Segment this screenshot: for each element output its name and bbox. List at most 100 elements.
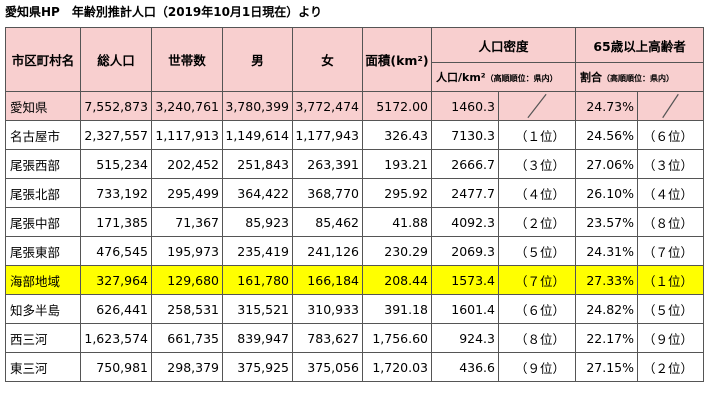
cell-male: 839,947 xyxy=(222,323,293,353)
cell-density: 7130.3 xyxy=(431,120,499,150)
cell-density: 1601.4 xyxy=(431,294,499,324)
cell-male: 375,925 xyxy=(222,352,293,382)
cell-elderly-ratio: 27.15% xyxy=(575,352,639,382)
cell-total-population: 750,981 xyxy=(80,352,152,382)
cell-elderly-ratio: 24.31% xyxy=(575,236,639,266)
cell-total-population: 733,192 xyxy=(80,178,152,208)
cell-female: 1,177,943 xyxy=(292,120,363,150)
cell-density: 2666.7 xyxy=(431,149,499,179)
table-row: 尾張中部 171,385 71,367 85,923 85,462 41.88 4092.3… xyxy=(5,207,705,237)
cell-name: 尾張中部 xyxy=(5,207,81,237)
cell-households: 1,117,913 xyxy=(151,120,223,150)
not-applicable-slash xyxy=(637,91,705,121)
table-row: 尾張西部 515,234 202,452 251,843 263,391 193.21 26… xyxy=(5,149,705,179)
cell-name: 尾張西部 xyxy=(5,149,81,179)
table-row: 名古屋市 2,327,557 1,117,913 1,149,614 1,177,943… xyxy=(5,120,705,150)
table-row: 愛知県 7,552,873 3,240,761 3,780,399 3,772,474 5… xyxy=(5,91,705,121)
cell-area: 391.18 xyxy=(362,294,432,324)
cell-density: 924.3 xyxy=(431,323,499,353)
table-row: 西三河 1,623,574 661,735 839,947 783,627 1,756.6… xyxy=(5,323,705,353)
cell-elderly-ratio: 24.56% xyxy=(575,120,639,150)
cell-area: 193.21 xyxy=(362,149,432,179)
cell-elderly-ratio: 26.10% xyxy=(575,178,639,208)
cell-total-population: 515,234 xyxy=(80,149,152,179)
header-municipality: 市区町村名 xyxy=(5,27,81,92)
table-row: 知多半島 626,441 258,531 315,521 310,933 391.18 16… xyxy=(5,294,705,324)
cell-density-rank: （１位） xyxy=(497,120,577,150)
cell-elderly-ratio: 24.82% xyxy=(575,294,639,324)
cell-male: 315,521 xyxy=(222,294,293,324)
cell-density-rank: （５位） xyxy=(497,236,577,266)
cell-total-population: 2,327,557 xyxy=(80,120,152,150)
cell-density: 436.6 xyxy=(431,352,499,382)
cell-density: 4092.3 xyxy=(431,207,499,237)
cell-area: 1,756.60 xyxy=(362,323,432,353)
header-density-sub: 人口/km²（高順順位：県内） xyxy=(430,62,577,92)
cell-density-rank: （９位） xyxy=(497,352,577,382)
cell-name: 尾張北部 xyxy=(5,178,81,208)
cell-total-population: 1,623,574 xyxy=(80,323,152,353)
cell-name: 西三河 xyxy=(5,323,81,353)
cell-name: 海部地域 xyxy=(5,265,81,295)
cell-households: 202,452 xyxy=(151,149,223,179)
header-female: 女 xyxy=(292,27,363,92)
page-title: 愛知県HP 年齢別推計人口（2019年10月1日現在）より xyxy=(5,5,323,19)
cell-female: 310,933 xyxy=(292,294,363,324)
cell-density-rank: （２位） xyxy=(497,207,577,237)
cell-area: 41.88 xyxy=(362,207,432,237)
cell-elderly-rank: （３位） xyxy=(637,149,705,179)
cell-name: 愛知県 xyxy=(5,91,81,121)
header-households: 世帯数 xyxy=(151,27,223,92)
cell-male: 3,780,399 xyxy=(222,91,293,121)
cell-male: 1,149,614 xyxy=(222,120,293,150)
cell-male: 161,780 xyxy=(222,265,293,295)
header-elderly-group: 65歳以上高齢者 xyxy=(575,27,705,63)
cell-female: 263,391 xyxy=(292,149,363,179)
cell-name: 尾張東部 xyxy=(5,236,81,266)
cell-density-rank: （６位） xyxy=(497,294,577,324)
table-row: 尾張東部 476,545 195,973 235,419 241,126 230.29 20… xyxy=(5,236,705,266)
cell-female: 375,056 xyxy=(292,352,363,382)
header-total-population: 総人口 xyxy=(80,27,152,92)
cell-area: 295.92 xyxy=(362,178,432,208)
cell-name: 知多半島 xyxy=(5,294,81,324)
table-row: 海部地域 327,964 129,680 161,780 166,184 208.44 15… xyxy=(5,265,705,295)
cell-name: 東三河 xyxy=(5,352,81,382)
population-table: 市区町村名 総人口 世帯数 男 女 面積(km²) 人口密度 65歳以上高齢者 … xyxy=(5,27,705,382)
cell-elderly-rank: （２位） xyxy=(637,352,705,382)
cell-area: 1,720.03 xyxy=(362,352,432,382)
cell-density: 1573.4 xyxy=(431,265,499,295)
cell-area: 208.44 xyxy=(362,265,432,295)
cell-area: 5172.00 xyxy=(362,91,432,121)
cell-elderly-rank: （４位） xyxy=(637,178,705,208)
cell-elderly-ratio: 24.73% xyxy=(575,91,639,121)
cell-area: 230.29 xyxy=(362,236,432,266)
table-row: 尾張北部 733,192 295,499 364,422 368,770 295.92 24… xyxy=(5,178,705,208)
cell-elderly-rank: （５位） xyxy=(637,294,705,324)
cell-elderly-ratio: 23.57% xyxy=(575,207,639,237)
header-density-unit: 人口/km² xyxy=(436,71,486,84)
cell-density: 1460.3 xyxy=(431,91,499,121)
header-elderly-sub: 割合（高順順位：県内） xyxy=(575,62,705,92)
cell-female: 783,627 xyxy=(292,323,363,353)
cell-elderly-rank: （９位） xyxy=(637,323,705,353)
cell-elderly-rank: （８位） xyxy=(637,207,705,237)
cell-elderly-ratio: 22.17% xyxy=(575,323,639,353)
cell-area: 326.43 xyxy=(362,120,432,150)
cell-name: 名古屋市 xyxy=(5,120,81,150)
cell-total-population: 476,545 xyxy=(80,236,152,266)
cell-male: 251,843 xyxy=(222,149,293,179)
cell-total-population: 327,964 xyxy=(80,265,152,295)
cell-total-population: 7,552,873 xyxy=(80,91,152,121)
cell-female: 3,772,474 xyxy=(292,91,363,121)
cell-households: 129,680 xyxy=(151,265,223,295)
cell-households: 195,973 xyxy=(151,236,223,266)
cell-households: 295,499 xyxy=(151,178,223,208)
cell-male: 235,419 xyxy=(222,236,293,266)
cell-density: 2069.3 xyxy=(431,236,499,266)
cell-density-rank: （４位） xyxy=(497,178,577,208)
cell-households: 661,735 xyxy=(151,323,223,353)
header-area: 面積(km²) xyxy=(362,27,432,92)
cell-households: 3,240,761 xyxy=(151,91,223,121)
cell-total-population: 171,385 xyxy=(80,207,152,237)
